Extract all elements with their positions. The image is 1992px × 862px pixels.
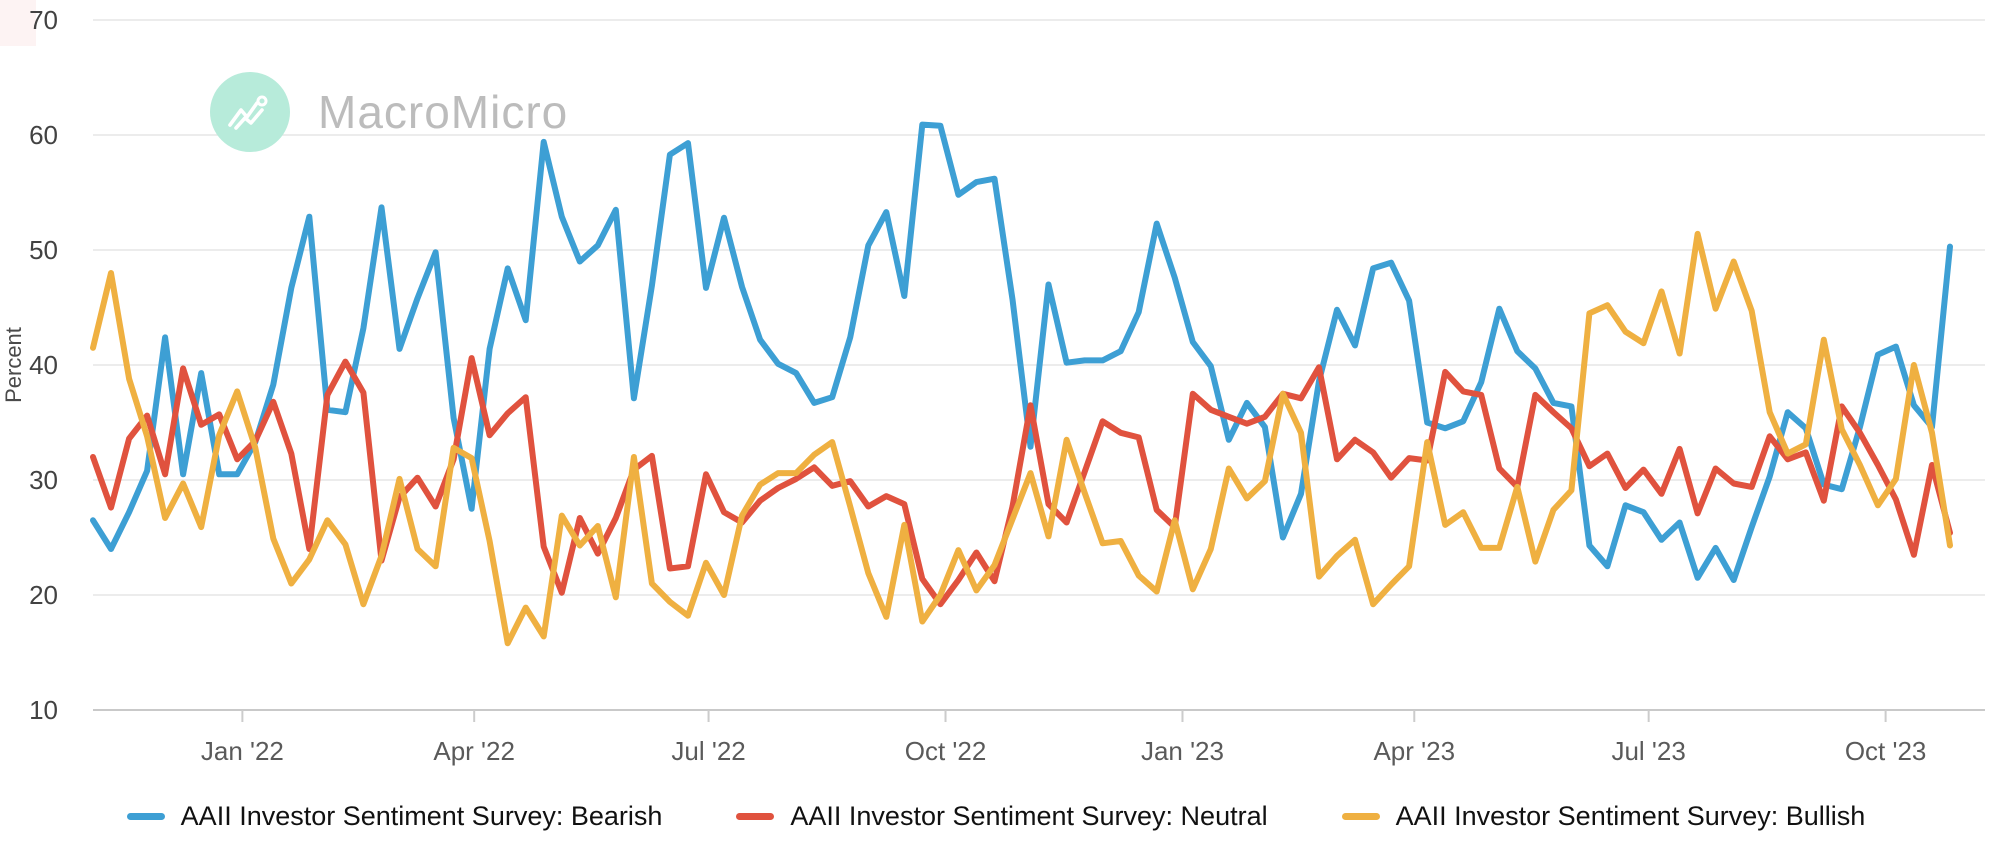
series-line-0[interactable] — [90, 121, 1953, 583]
legend-item-neutral[interactable]: AAII Investor Sentiment Survey: Neutral — [736, 800, 1268, 832]
x-tick-oct-23: Oct '23 — [1844, 736, 1927, 766]
legend-label: AAII Investor Sentiment Survey: Bearish — [180, 801, 663, 831]
corner-artifact — [0, 0, 36, 46]
y-tick-10: 10 — [29, 695, 58, 725]
bearish-line-swatch-icon — [126, 812, 165, 820]
y-tick-40: 40 — [29, 350, 58, 380]
x-tick-jan-22: Jan '22 — [200, 736, 284, 766]
x-tick-apr-23: Apr '23 — [1373, 736, 1456, 766]
x-tick-jul-22: Jul '22 — [671, 736, 746, 766]
legend-label: AAII Investor Sentiment Survey: Bullish — [1395, 801, 1866, 831]
bullish-line-swatch-icon — [1341, 812, 1380, 820]
x-tick-apr-22: Apr '22 — [433, 736, 515, 766]
x-tick-jan-23: Jan '23 — [1140, 736, 1224, 766]
legend: AAII Investor Sentiment Survey: Bearish … — [0, 800, 1992, 832]
legend-item-bearish[interactable]: AAII Investor Sentiment Survey: Bearish — [126, 800, 663, 832]
y-tick-70: 70 — [29, 5, 58, 35]
x-tick-jul-23: Jul '23 — [1611, 736, 1686, 766]
y-tick-20: 20 — [29, 580, 58, 610]
legend-item-bullish[interactable]: AAII Investor Sentiment Survey: Bullish — [1341, 800, 1866, 832]
neutral-line-swatch-icon — [736, 812, 775, 820]
y-tick-50: 50 — [29, 235, 58, 265]
x-tick-oct-22: Oct '22 — [904, 736, 987, 766]
y-tick-30: 30 — [29, 465, 58, 495]
y-tick-60: 60 — [29, 120, 58, 150]
series-line-2[interactable] — [90, 230, 1953, 647]
legend-label: AAII Investor Sentiment Survey: Neutral — [790, 801, 1268, 831]
